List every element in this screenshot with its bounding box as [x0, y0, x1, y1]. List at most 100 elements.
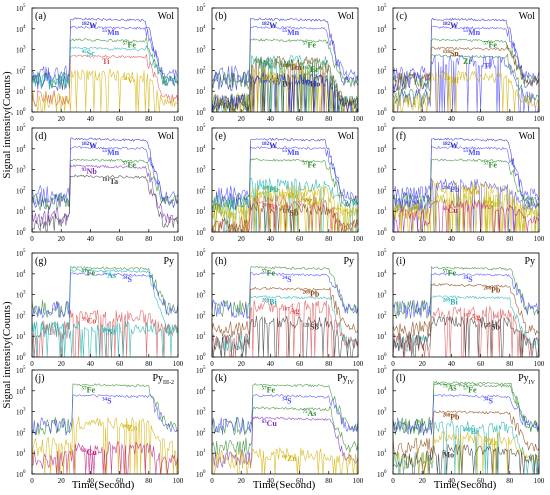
element-label-34S: 34S	[102, 396, 112, 405]
series-line-93Nb	[32, 163, 178, 228]
element-symbol: S	[468, 275, 473, 284]
element-symbol: S	[128, 275, 133, 284]
y-tick-exponent: 1	[23, 87, 26, 92]
element-label-93Nb: 93Nb	[82, 167, 98, 176]
isotope-mass: 178	[443, 77, 451, 82]
series-line-55Mn	[393, 145, 539, 206]
y-tick-label: 10	[377, 187, 385, 195]
element-label-55Mn: 55Mn	[102, 148, 120, 157]
isotope-mass: 34	[123, 276, 128, 281]
isotope-mass: 209	[262, 299, 270, 304]
series-group	[393, 380, 539, 474]
y-tick-label: 10	[196, 471, 204, 479]
y-tick-exponent: 1	[384, 449, 387, 454]
element-label-57Fe: 57Fe	[82, 269, 96, 278]
isotope-mass: 51	[123, 77, 128, 82]
panel-c: 10 010 110 210 310 410 50 20 40 60 80 100(c) Wol182W…	[377, 4, 545, 123]
element-symbol: Zn	[287, 454, 297, 463]
element-symbol: Zn	[489, 200, 499, 209]
x-tick-label: 80	[145, 477, 153, 485]
element-label-167Er: 167Er	[303, 65, 320, 74]
x-axis-title-col1: Time(Second)	[72, 479, 135, 491]
plot-frame	[211, 252, 359, 358]
y-tick-exponent: 2	[23, 311, 26, 316]
plot-frame	[31, 369, 179, 475]
panel-label: (f)	[396, 131, 406, 142]
isotope-mass: 55	[102, 29, 108, 34]
x-tick-label: 60	[116, 360, 124, 368]
element-symbol: Zr	[463, 57, 472, 66]
isotope-mass: 208	[303, 290, 311, 295]
y-tick-label: 10	[16, 292, 24, 300]
element-symbol: Ta	[110, 177, 119, 186]
series-line-182W	[393, 137, 539, 212]
y-tick-exponent: 1	[203, 449, 206, 454]
element-symbol: S	[287, 396, 292, 405]
x-tick-label: 20	[419, 235, 427, 243]
element-label-57Fe: 57Fe	[443, 269, 457, 278]
element-symbol: Bi	[450, 298, 458, 307]
element-label-51V: 51V	[123, 76, 134, 85]
isotope-mass: 66	[484, 439, 490, 444]
y-tick-exponent: 5	[384, 249, 387, 254]
y-tick-exponent: 0	[384, 108, 387, 113]
panel-label: (c)	[396, 11, 407, 22]
panel-label: (g)	[35, 256, 47, 267]
series-line-182W	[212, 17, 358, 92]
x-tick-label: 60	[477, 360, 485, 368]
element-symbol: Pb	[269, 185, 279, 194]
element-label-208Pb: 208Pb	[484, 286, 501, 295]
x-tick-label: 80	[506, 115, 514, 123]
isotope-mass: 75	[303, 410, 309, 415]
y-tick-label: 10	[377, 354, 385, 362]
y-tick-exponent: 5	[203, 249, 206, 254]
y-tick-exponent: 5	[384, 4, 387, 9]
isotope-mass: 182	[262, 142, 270, 147]
y-tick-label: 10	[16, 47, 24, 55]
y-tick-exponent: 0	[23, 108, 26, 113]
x-tick-label: 100	[534, 115, 545, 123]
isotope-mass: 165	[303, 81, 311, 86]
y-tick-label: 10	[377, 292, 385, 300]
series-line-75As	[393, 380, 539, 436]
element-symbol: Cu	[448, 206, 459, 215]
y-tick-exponent: 4	[203, 270, 206, 275]
y-tick-label: 10	[377, 67, 385, 75]
y-tick-label: 10	[196, 250, 204, 258]
element-label-63Cu: 63Cu	[82, 448, 98, 457]
isotope-mass: 182	[82, 142, 90, 147]
isotope-mass: 57	[82, 270, 88, 275]
series-line-208Pb	[393, 282, 539, 339]
element-symbol: Mo	[443, 451, 455, 460]
element-label-75As: 75As	[443, 384, 457, 393]
series-line-45Sc	[32, 44, 178, 90]
y-tick-exponent: 5	[23, 366, 26, 371]
y-tick-label: 10	[16, 333, 24, 341]
element-label-95Mo: 95Mo	[282, 191, 299, 200]
element-label-45Sc: 45Sc	[82, 49, 95, 58]
element-symbol: Fe	[468, 386, 477, 395]
y-tick-label: 10	[196, 187, 204, 195]
x-axis-title-col3: Time(Second)	[434, 479, 497, 491]
isotope-mass: 60	[102, 328, 108, 333]
element-symbol: S	[489, 396, 494, 405]
element-symbol: Sb	[290, 209, 299, 218]
element-symbol: Fe	[87, 269, 96, 278]
element-symbol: As	[107, 271, 116, 280]
series-line-51V	[32, 68, 178, 112]
x-tick-label: 40	[448, 360, 456, 368]
y-tick-exponent: 1	[203, 87, 206, 92]
x-tick-label: 40	[87, 360, 95, 368]
y-tick-label: 10	[196, 47, 204, 55]
plot-frame	[211, 7, 359, 113]
panel-h: 10 010 110 210 310 410 50 20 40 60 80 100(h) Py57Fe3…	[196, 249, 364, 368]
y-tick-label: 10	[16, 146, 24, 154]
isotope-mass: 208	[443, 186, 451, 191]
element-label-209Bi: 209Bi	[262, 202, 278, 211]
x-tick-label: 80	[506, 235, 514, 243]
element-symbol: W	[450, 141, 458, 150]
y-tick-label: 10	[16, 471, 24, 479]
x-tick-label: 80	[325, 477, 333, 485]
element-symbol: Ag	[471, 313, 481, 322]
